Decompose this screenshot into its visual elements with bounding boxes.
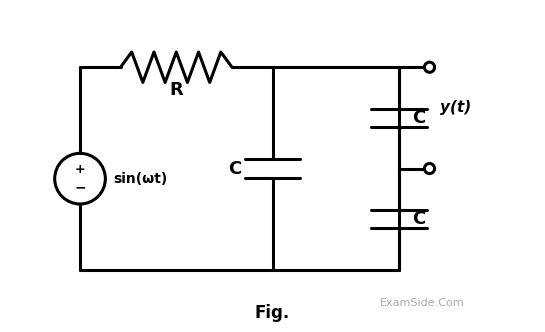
Text: y(t): y(t) bbox=[440, 100, 471, 115]
Text: R: R bbox=[169, 81, 183, 99]
Text: +: + bbox=[75, 163, 86, 176]
Text: −: − bbox=[74, 181, 86, 195]
Text: C: C bbox=[228, 160, 241, 178]
Text: sin(ωt): sin(ωt) bbox=[113, 172, 167, 186]
Text: C: C bbox=[412, 210, 425, 228]
Text: ExamSide.Com: ExamSide.Com bbox=[380, 298, 465, 308]
Text: C: C bbox=[412, 109, 425, 127]
Text: Fig.: Fig. bbox=[255, 304, 290, 322]
